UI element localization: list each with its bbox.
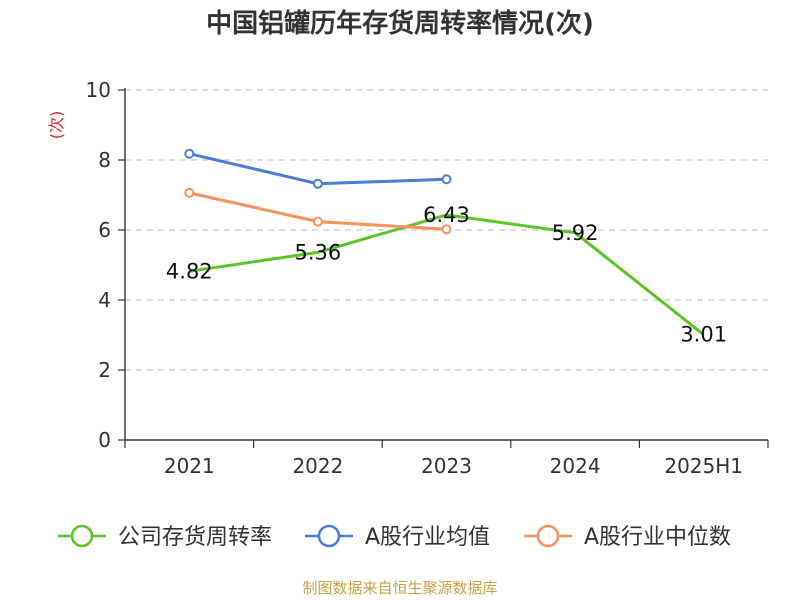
source-note: 制图数据来自恒生聚源数据库 bbox=[302, 579, 497, 597]
x-tick-label-2021: 2021 bbox=[164, 454, 215, 478]
legend-marker-0 bbox=[70, 524, 94, 548]
y-tick-label: 2 bbox=[98, 358, 111, 382]
legend-label-1: A股行业均值 bbox=[365, 525, 490, 550]
y-tick-label: 6 bbox=[98, 218, 111, 242]
series-1-point-2021[interactable] bbox=[184, 148, 195, 159]
series-layer bbox=[184, 148, 705, 336]
legend-label-2: A股行业中位数 bbox=[584, 525, 731, 550]
y-tick-label: 10 bbox=[86, 78, 111, 102]
series-2-point-2022[interactable] bbox=[312, 216, 323, 227]
x-tick-label-2023: 2023 bbox=[421, 454, 472, 478]
legend-item-2[interactable]: A股行业中位数 bbox=[524, 524, 731, 550]
x-tick-label-2022: 2022 bbox=[292, 454, 343, 478]
data-label-2023: 6.43 bbox=[423, 203, 470, 227]
series-2-point-2023[interactable] bbox=[441, 224, 452, 235]
legend-item-1[interactable]: A股行业均值 bbox=[305, 524, 490, 550]
axis-layer: 0 2 4 6 8 10 2021 2022 2023 2024 2025H1 bbox=[86, 78, 769, 478]
x-tick-label-2025H1: 2025H1 bbox=[664, 454, 743, 478]
series-1-point-2022[interactable] bbox=[312, 178, 323, 189]
data-label-2022: 5.36 bbox=[295, 240, 342, 264]
data-label-2025H1: 3.01 bbox=[680, 323, 727, 347]
y-tick-label: 8 bbox=[98, 148, 111, 172]
legend-item-0[interactable]: 公司存货周转率 bbox=[58, 524, 272, 550]
legend[interactable]: 公司存货周转率 A股行业均值 A股行业中位数 bbox=[58, 524, 731, 550]
chart-title: 中国铝罐历年存货周转率情况(次) bbox=[206, 8, 594, 39]
series-line-0 bbox=[189, 213, 705, 336]
series-1-point-2023[interactable] bbox=[441, 174, 452, 185]
y-axis-unit-label: (次) bbox=[47, 111, 66, 140]
y-tick-label: 0 bbox=[98, 428, 111, 452]
legend-marker-2 bbox=[536, 524, 560, 548]
legend-marker-1 bbox=[317, 524, 341, 548]
data-label-layer: 4.82 5.36 6.43 5.92 3.01 bbox=[166, 203, 727, 347]
x-tick-label-2024: 2024 bbox=[550, 454, 601, 478]
data-label-2021: 4.82 bbox=[166, 259, 213, 283]
series-2-point-2021[interactable] bbox=[184, 187, 195, 198]
legend-label-0: 公司存货周转率 bbox=[118, 525, 272, 550]
data-label-2024: 5.92 bbox=[552, 221, 599, 245]
y-tick-label: 4 bbox=[98, 288, 111, 312]
